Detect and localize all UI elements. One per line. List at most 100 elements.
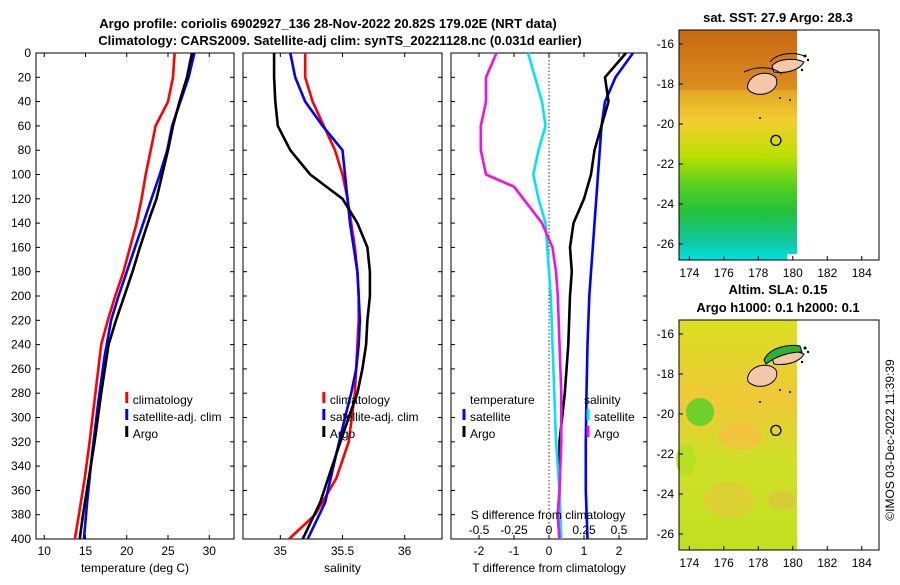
fiji-islands xyxy=(743,53,810,119)
map-x-tick-label: 178 xyxy=(748,556,768,570)
x-tick-label: 35.5 xyxy=(331,544,355,558)
legend-label: Argo xyxy=(330,427,356,441)
imos-watermark: ©IMOS 03-Dec-2022 11:39:39 xyxy=(883,359,897,521)
y-tick-label: 60 xyxy=(18,119,32,133)
s-tick-label: 0.5 xyxy=(611,523,628,537)
sla-argo-position-marker xyxy=(770,424,782,437)
sla-map-title-line2: Argo h1000: 0.1 h2000: 0.1 xyxy=(696,300,859,315)
sst-map-title: sat. SST: 27.9 Argo: 28.3 xyxy=(703,10,853,25)
series-t-satellite xyxy=(584,52,635,540)
legend-label: satellite-adj. clim xyxy=(133,410,222,424)
y-tick-label: 80 xyxy=(18,143,32,157)
map-x-tick-label: 180 xyxy=(783,556,803,570)
x-tick-label: 15 xyxy=(79,544,93,558)
s-tick-label: 0.25 xyxy=(572,523,596,537)
y-tick-label: 400 xyxy=(11,532,31,546)
map-x-tick-label: 184 xyxy=(852,266,872,280)
salinity-axes-frame xyxy=(242,52,443,540)
map-x-tick-label: 174 xyxy=(679,556,699,570)
temperature-axes-frame xyxy=(35,52,235,540)
map-y-tick-label: -26 xyxy=(657,237,675,251)
sla-high-anomaly xyxy=(768,490,796,510)
map-y-tick-label: -24 xyxy=(657,487,675,501)
legend-label: satellite-adj. clim xyxy=(330,410,419,424)
sst-argo-position-marker xyxy=(770,134,782,147)
x-tick-label: 36 xyxy=(398,544,412,558)
legend-title-salinity: salinity xyxy=(584,393,621,407)
salinity-panel: 35 35.5 36 salinity climatology satellite-adj… xyxy=(242,52,443,575)
sla-high-anomaly xyxy=(704,482,756,518)
temperature-xlabel: temperature (deg C) xyxy=(81,561,189,575)
sst-field-texture xyxy=(679,30,797,90)
series-satellite-adj-clim xyxy=(289,52,362,540)
s-tick-label: -0.5 xyxy=(469,523,490,537)
legend-label: satellite xyxy=(470,410,511,424)
x-tick-label: 1 xyxy=(581,544,588,558)
legend-label: climatology xyxy=(133,393,193,407)
map-x-tick-label: 178 xyxy=(748,266,768,280)
differences-panel: -2 -1 0 1 2 T difference from climatology temp… xyxy=(450,52,648,575)
map-y-tick-label: -20 xyxy=(657,407,675,421)
y-tick-label: 100 xyxy=(11,168,31,182)
temperature-panel: 0 20 40 60 80 100 120 140 160 180 200 220 240 260 280 3… xyxy=(11,46,235,575)
y-tick-label: 220 xyxy=(11,313,31,327)
y-tick-label: 340 xyxy=(11,459,31,473)
map-y-tick-label: -22 xyxy=(657,157,675,171)
x-tick-label: 25 xyxy=(161,544,175,558)
x-tick-label: -1 xyxy=(509,544,520,558)
sst-map-axes: 174 176 178 180 182 184 -16 -18 -20 -22 -24 -26 xyxy=(657,37,872,280)
y-tick-label: 180 xyxy=(11,265,31,279)
x-tick-label: 30 xyxy=(203,544,217,558)
map-y-tick-label: -24 xyxy=(657,197,675,211)
sla-low-anomaly xyxy=(686,398,714,426)
sla-low-anomaly xyxy=(676,444,696,476)
x-tick-label: -2 xyxy=(474,544,485,558)
figure-title-line1: Argo profile: coriolis 6902927_136 28-No… xyxy=(99,16,556,31)
map-x-tick-label: 182 xyxy=(817,556,837,570)
x-tick-label: 0 xyxy=(546,544,553,558)
x-tick-label: 20 xyxy=(120,544,134,558)
s-tick-label: -0.25 xyxy=(500,523,528,537)
y-tick-label: 200 xyxy=(11,289,31,303)
map-y-tick-label: -18 xyxy=(657,367,675,381)
sla-map: 174 176 178 180 182 184 -16 -18 -20 -22 -24 -26 xyxy=(657,319,880,570)
map-x-tick-label: 176 xyxy=(714,556,734,570)
series-argo xyxy=(78,52,194,540)
map-y-tick-label: -20 xyxy=(657,117,675,131)
sla-map-axes: 174 176 178 180 182 184 -16 -18 -20 -22 -24 -26 xyxy=(657,327,872,570)
legend-label: climatology xyxy=(330,393,390,407)
sst-map-frame xyxy=(678,29,880,261)
y-tick-label: 320 xyxy=(11,435,31,449)
sst-map: 174 176 178 180 182 184 -16 -18 -20 -22 -24 -26 xyxy=(657,29,880,280)
y-tick-label: 300 xyxy=(11,411,31,425)
legend-title-temperature: temperature xyxy=(470,393,535,407)
s-tick-label: 0 xyxy=(546,523,553,537)
fiji-islands xyxy=(747,344,810,403)
y-tick-label: 160 xyxy=(11,240,31,254)
y-tick-label: 260 xyxy=(11,362,31,376)
y-tick-label: 360 xyxy=(11,483,31,497)
y-tick-label: 20 xyxy=(18,70,32,84)
map-x-tick-label: 182 xyxy=(817,266,837,280)
map-x-tick-label: 180 xyxy=(783,266,803,280)
sst-nodata-patch xyxy=(787,254,797,260)
salinity-xlabel: salinity xyxy=(324,561,361,575)
series-argo xyxy=(272,53,372,540)
x-tick-label: 10 xyxy=(38,544,52,558)
series-s-argo xyxy=(479,52,563,540)
sla-map-frame xyxy=(678,319,880,551)
legend-label: Argo xyxy=(133,427,159,441)
map-y-tick-label: -18 xyxy=(657,77,675,91)
x-tick-label: 35 xyxy=(274,544,288,558)
map-x-tick-label: 176 xyxy=(714,266,734,280)
y-tick-label: 240 xyxy=(11,338,31,352)
legend-label: satellite xyxy=(594,410,635,424)
series-climatology xyxy=(73,52,176,540)
y-tick-label: 40 xyxy=(18,95,32,109)
map-y-tick-label: -16 xyxy=(657,327,675,341)
legend-label: Argo xyxy=(594,427,620,441)
figure-title-line2: Climatology: CARS2009. Satellite-adj cli… xyxy=(98,33,581,48)
sla-high-anomaly xyxy=(718,422,762,450)
map-x-tick-label: 174 xyxy=(679,266,699,280)
